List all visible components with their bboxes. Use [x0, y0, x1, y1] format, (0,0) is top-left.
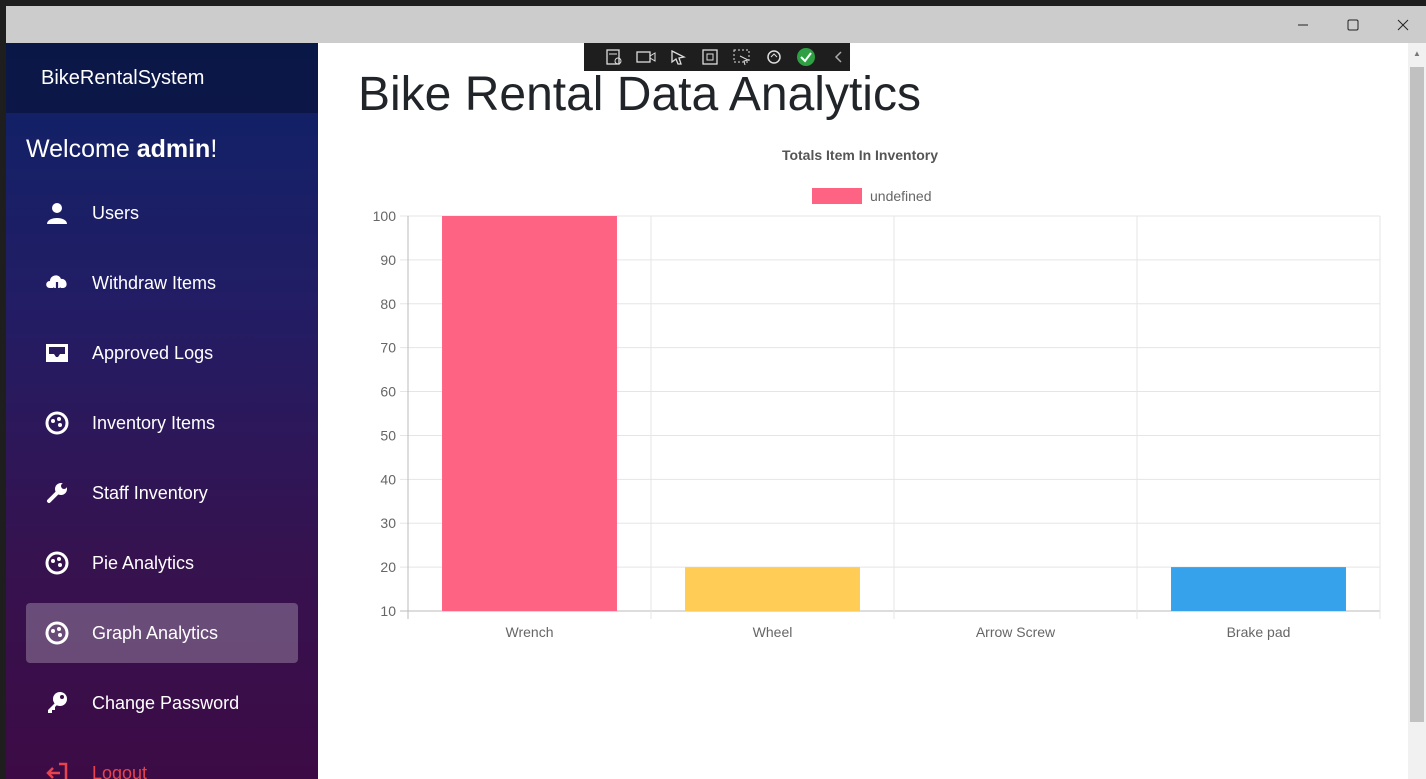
x-tick-label: Brake pad	[1227, 624, 1291, 640]
sidebar-item-pie-analytics[interactable]: Pie Analytics	[26, 533, 298, 593]
title-bar	[6, 6, 1426, 43]
palette-icon	[44, 550, 70, 576]
logout-icon	[44, 760, 70, 779]
select-element-icon[interactable]	[666, 47, 690, 67]
debug-toolbar	[584, 43, 850, 71]
legend-swatch	[812, 188, 862, 204]
y-tick-label: 50	[380, 427, 396, 443]
app-window: BikeRentalSystem Welcome admin! Users Wi…	[6, 6, 1426, 779]
sidebar-item-logout[interactable]: Logout	[26, 743, 298, 779]
user-icon	[44, 200, 70, 226]
status-ok-icon[interactable]	[794, 47, 818, 67]
key-icon	[44, 690, 70, 716]
sidebar-item-users[interactable]: Users	[26, 183, 298, 243]
sidebar-item-label: Graph Analytics	[92, 622, 219, 643]
y-tick-label: 60	[380, 384, 396, 400]
minimize-icon	[1298, 24, 1308, 25]
sidebar-nav: Users Withdraw Items Approved Logs Inven…	[26, 183, 298, 779]
x-tick-label: Wheel	[753, 624, 793, 640]
x-tick-label: Wrench	[506, 624, 554, 640]
close-button[interactable]	[1378, 6, 1426, 43]
y-tick-label: 40	[380, 471, 396, 487]
page-title: Bike Rental Data Analytics	[358, 68, 921, 121]
welcome-user: admin	[136, 135, 211, 163]
chart-title: Totals Item In Inventory	[782, 147, 938, 163]
cloud-download-icon	[44, 270, 70, 296]
vertical-scrollbar[interactable]: ▲	[1408, 43, 1426, 779]
y-tick-label: 30	[380, 515, 396, 531]
wrench-icon	[44, 480, 70, 506]
sidebar-item-label: Users	[92, 202, 140, 223]
hot-reload-icon[interactable]	[762, 47, 786, 67]
sidebar-item-label: Change Password	[92, 692, 240, 713]
bar	[442, 216, 617, 611]
minimize-button[interactable]	[1278, 6, 1328, 43]
bar-chart: Totals Item In Inventory undefined 100 90 80…	[373, 147, 1381, 640]
collapse-toolbar-icon[interactable]	[826, 47, 850, 67]
y-tick-label: 80	[380, 296, 396, 312]
brand-label: BikeRentalSystem	[41, 66, 205, 89]
live-visual-tree-icon[interactable]	[602, 47, 626, 67]
inbox-icon	[44, 340, 70, 366]
maximize-icon	[1347, 19, 1359, 30]
maximize-button[interactable]	[1328, 6, 1378, 43]
sidebar-item-label: Logout	[92, 762, 148, 779]
y-tick-label: 90	[380, 252, 396, 268]
sidebar-item-label: Withdraw Items	[92, 272, 217, 293]
sidebar-item-label: Staff Inventory	[92, 482, 208, 503]
y-tick-label: 10	[380, 603, 396, 619]
sidebar-item-approved-logs[interactable]: Approved Logs	[26, 323, 298, 383]
palette-icon	[44, 410, 70, 436]
sidebar-item-staff-inventory[interactable]: Staff Inventory	[26, 463, 298, 523]
bar	[1171, 567, 1346, 611]
y-tick-label: 100	[373, 208, 397, 224]
sidebar-item-label: Pie Analytics	[92, 552, 195, 573]
sidebar-item-change-password[interactable]: Change Password	[26, 673, 298, 733]
scrollbar-thumb[interactable]	[1410, 67, 1424, 722]
bar	[685, 567, 860, 611]
track-focus-icon[interactable]	[730, 47, 754, 67]
sidebar-item-inventory-items[interactable]: Inventory Items	[26, 393, 298, 453]
x-tick-label: Arrow Screw	[976, 624, 1056, 640]
record-icon[interactable]	[634, 47, 658, 67]
welcome-message: Welcome admin!	[6, 113, 318, 173]
scroll-up-icon[interactable]: ▲	[1413, 48, 1421, 58]
main-content: Bike Rental Data Analytics Totals Item I…	[318, 43, 1408, 779]
welcome-prefix: Welcome	[26, 135, 137, 163]
close-icon	[1397, 19, 1409, 30]
sidebar-item-label: Inventory Items	[92, 412, 216, 433]
palette-icon	[44, 620, 70, 646]
brand-logo[interactable]: BikeRentalSystem	[6, 43, 318, 113]
sidebar-item-withdraw-items[interactable]: Withdraw Items	[26, 253, 298, 313]
sidebar-item-graph-analytics[interactable]: Graph Analytics	[26, 603, 298, 663]
sidebar: BikeRentalSystem Welcome admin! Users Wi…	[6, 43, 318, 779]
y-tick-label: 70	[380, 340, 396, 356]
sidebar-item-label: Approved Logs	[92, 342, 214, 363]
display-layout-adorners-icon[interactable]	[698, 47, 722, 67]
welcome-suffix: !	[210, 135, 218, 163]
y-tick-label: 20	[380, 559, 396, 575]
legend-label: undefined	[870, 188, 932, 204]
